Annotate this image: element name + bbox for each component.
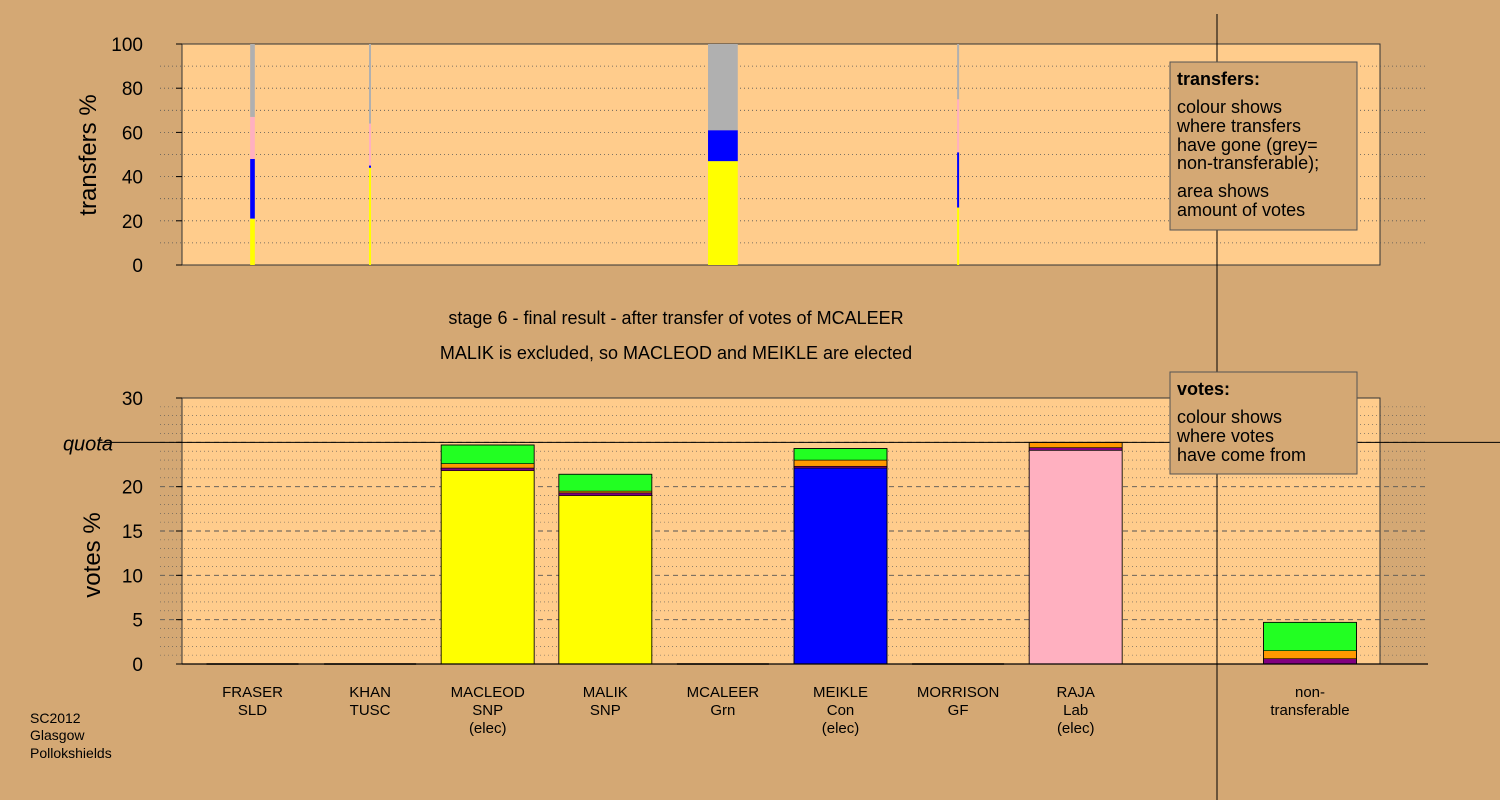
transfers-y-label: transfers %	[75, 94, 102, 215]
votes-y-tick-label: 15	[122, 522, 143, 543]
candidate-party: TUSC	[350, 702, 391, 719]
votes-y-tick-label: 5	[132, 611, 143, 632]
vote-segment	[558, 495, 653, 665]
transfer-segment	[369, 165, 371, 168]
candidate-name: MALIK	[583, 684, 628, 701]
transfer-segment	[369, 167, 371, 265]
votes-legend-title: votes:	[1177, 379, 1230, 399]
quota-label: quota	[63, 433, 113, 455]
votes-y-tick-label: 20	[122, 478, 143, 499]
votes-y-tick-label: 30	[122, 389, 143, 410]
transfers-bars	[250, 44, 960, 265]
transfers-legend-line: amount of votes	[1177, 200, 1305, 220]
transfers-y-axis: 0 20 40 60 80 100	[111, 35, 182, 277]
transfer-segment	[369, 123, 371, 166]
transfers-legend-line: where transfers	[1176, 116, 1301, 136]
vote-bar	[1263, 621, 1357, 665]
votes-legend: votes: colour shows where votes have com…	[1169, 371, 1358, 475]
stage-outcome: MALIK is excluded, so MACLEOD and MEIKLE…	[440, 343, 912, 363]
vote-segment	[440, 470, 535, 665]
vote-segment	[793, 459, 888, 467]
transfer-segment	[957, 207, 960, 265]
transfer-segment	[250, 116, 255, 159]
transfers-y-tick-label: 40	[122, 168, 143, 189]
vote-segment	[558, 492, 653, 496]
transfers-y-tick-label: 100	[111, 35, 143, 56]
transfers-y-tick-label: 20	[122, 212, 143, 233]
transfers-legend-box	[1169, 61, 1358, 231]
candidate-party: Grn	[710, 702, 735, 719]
candidate-status: (elec)	[469, 720, 507, 737]
candidate-name: MACLEOD	[451, 684, 525, 701]
transfers-legend-line: colour shows	[1177, 97, 1282, 117]
transfers-y-tick-label: 0	[132, 256, 143, 277]
candidate-status: (elec)	[1057, 720, 1095, 737]
election-code: SC2012	[30, 710, 81, 726]
votes-bars	[206, 441, 1357, 665]
vote-segment	[793, 467, 888, 665]
vote-bar	[558, 473, 653, 665]
candidate-party: SLD	[238, 702, 267, 719]
vote-segment	[1263, 658, 1357, 665]
transfers-legend-line: area shows	[1177, 181, 1269, 201]
transfer-segment	[708, 161, 738, 265]
vote-bar	[440, 444, 535, 665]
transfers-legend-title: transfers:	[1177, 69, 1260, 89]
vote-segment	[1263, 622, 1357, 651]
vote-segment	[1263, 650, 1357, 659]
vote-segment	[1028, 442, 1123, 448]
candidate-name: FRASER	[222, 684, 283, 701]
vote-segment	[440, 463, 535, 469]
votes-y-tick-label: 0	[132, 655, 143, 676]
votes-y-tick-label: 10	[122, 566, 143, 587]
candidate-party: Lab	[1063, 702, 1088, 719]
vote-segment	[793, 448, 888, 461]
vote-segment	[558, 473, 653, 492]
candidate-party: Con	[827, 702, 855, 719]
transfer-segment	[708, 130, 738, 162]
votes-y-label: votes %	[79, 512, 106, 597]
transfers-legend-line: non-transferable);	[1177, 153, 1319, 173]
candidate-party: SNP	[472, 702, 503, 719]
nontransferable-label: non-	[1295, 684, 1325, 701]
candidate-name: RAJA	[1057, 684, 1095, 701]
vote-bar	[793, 448, 888, 665]
votes-y-axis: 0 5 10 15 20 30	[122, 389, 182, 676]
transfer-segment	[708, 44, 738, 131]
stage-title: stage 6 - final result - after transfer …	[448, 308, 903, 328]
candidate-status: (elec)	[822, 720, 860, 737]
candidate-labels: FRASERSLDKHANTUSCMACLEODSNP(elec)MALIKSN…	[222, 684, 1350, 737]
nontransferable-label: transferable	[1270, 702, 1349, 719]
transfers-legend: transfers: colour shows where transfers …	[1169, 61, 1358, 231]
transfer-segment	[957, 152, 960, 208]
candidate-name: MCALEER	[687, 684, 760, 701]
vote-segment	[440, 467, 535, 472]
transfers-legend-line: have gone (grey=	[1177, 135, 1318, 155]
votes-legend-line: have come from	[1177, 445, 1306, 465]
vote-segment	[1028, 447, 1123, 451]
transfer-segment	[250, 218, 255, 265]
votes-legend-line: colour shows	[1177, 407, 1282, 427]
votes-legend-line: where votes	[1176, 426, 1274, 446]
transfers-y-tick-label: 80	[122, 79, 143, 100]
candidate-name: MEIKLE	[813, 684, 868, 701]
transfer-segment	[250, 44, 255, 117]
council-name: Glasgow	[30, 727, 85, 743]
candidate-name: KHAN	[349, 684, 391, 701]
candidate-party: SNP	[590, 702, 621, 719]
vote-segment	[1028, 450, 1123, 665]
candidate-party: GF	[948, 702, 969, 719]
transfers-y-tick-label: 60	[122, 123, 143, 144]
votes-legend-box	[1169, 371, 1358, 475]
transfer-segment	[957, 44, 960, 100]
ward-name: Pollokshields	[30, 745, 112, 761]
transfer-segment	[957, 99, 960, 153]
transfer-segment	[250, 158, 255, 219]
candidate-name: MORRISON	[917, 684, 1000, 701]
vote-bar	[1028, 441, 1123, 665]
vote-segment	[440, 444, 535, 464]
transfer-segment	[369, 44, 371, 124]
